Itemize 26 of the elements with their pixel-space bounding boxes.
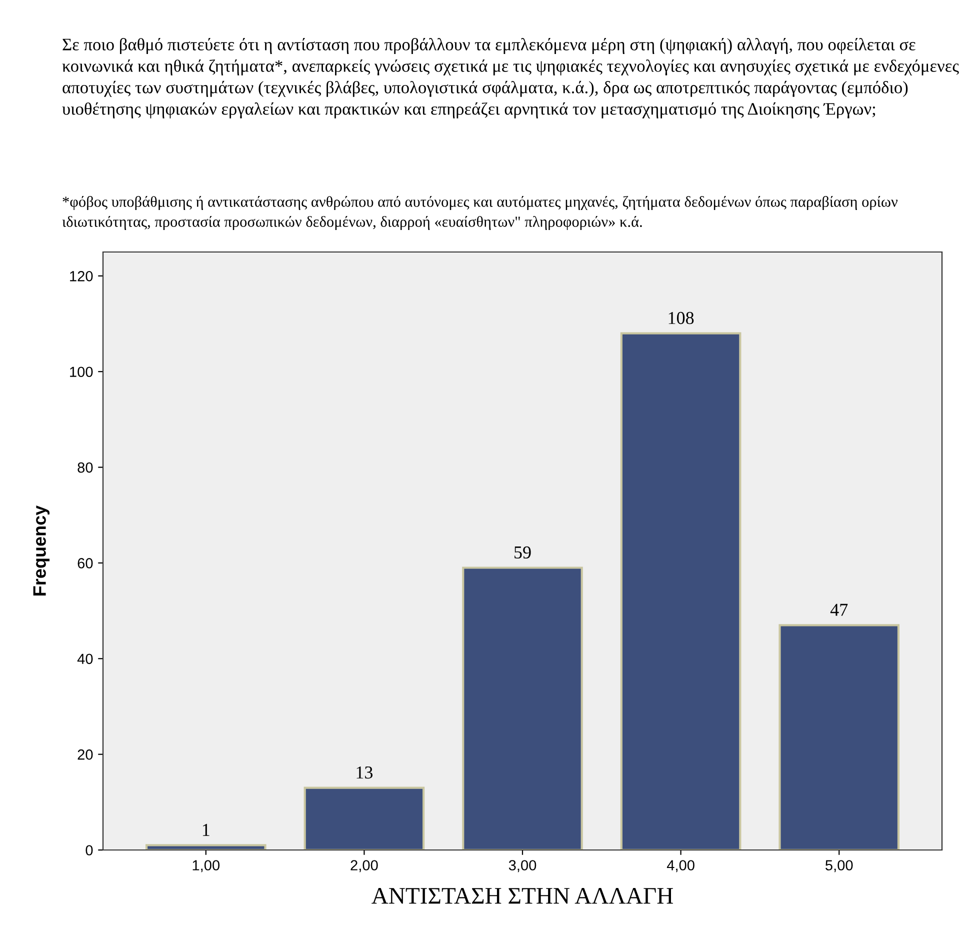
- bar: [620, 332, 742, 850]
- y-tick-label: 20: [78, 749, 93, 760]
- bar: [778, 624, 900, 850]
- x-tick-label: 5,00: [825, 860, 853, 872]
- x-tick-label: 3,00: [508, 860, 536, 872]
- x-axis-title: ΑΝΤΙΣΤΑΣΗ ΣΤΗΝ ΑΛΛΑΓΗ: [372, 888, 673, 904]
- y-tick-label: 40: [77, 654, 93, 664]
- chart-title: Σε ποιο βαθμό πιστεύετε ότι η αντίσταση που προβάλλουν τα εμπλεκόμενα μέρη στη (ψηφιακή) αλλαγή, που οφείλεται σε κοινωνικά και ηθικά ζητήματα*, ανεπαρκείς γνώσεις σχετικά με τις ψηφιακές τεχνολογίες και ανησυχίες σχετικά με ενδεχόμενες αποτυχίες των συστημάτων (τεχνικές βλάβες, υπολογιστικά σφάλματα, κ.ά.), δρα ως αποτρεπτικός παράγοντας (εμπόδιο) υιοθέτησης ψηφιακών εργαλείων και πρακτικών και επηρεάζει αρνητικά τον μετασχηματισμό της Διοίκησης Έργων;: [62, 38, 959, 118]
- data-label: 47: [830, 604, 848, 616]
- x-tick-label: 1,00: [192, 860, 220, 872]
- y-tick-label: 80: [78, 462, 93, 473]
- y-axis-title: Frequency: [33, 505, 50, 596]
- y-tick-label: 120: [70, 271, 93, 282]
- chart-subtitle: *φόβος υποβάθμισης ή αντικατάστασης ανθρώπου από αυτόνομες και αυτόματες μηχανές, ζητήματα δεδομένων όπως παραβίαση ορίων ιδιωτικότητας, προστασία προσωπικών δεδομένων, διαρροή «ευαίσθητων" πληροφοριών» κ.ά.: [62, 196, 898, 230]
- x-tick-label: 4,00: [666, 860, 694, 872]
- y-tick-label: 100: [70, 366, 93, 378]
- x-tick-label: 2,00: [350, 860, 378, 872]
- y-tick-label: 0: [86, 845, 93, 856]
- data-label: 13: [356, 766, 373, 779]
- bar: [304, 786, 425, 850]
- y-tick-label: 60: [78, 558, 93, 568]
- data-label: 108: [668, 312, 694, 324]
- bar: [145, 844, 266, 850]
- data-label: 59: [514, 546, 531, 559]
- data-label: 1: [202, 824, 210, 836]
- bar: [462, 566, 583, 850]
